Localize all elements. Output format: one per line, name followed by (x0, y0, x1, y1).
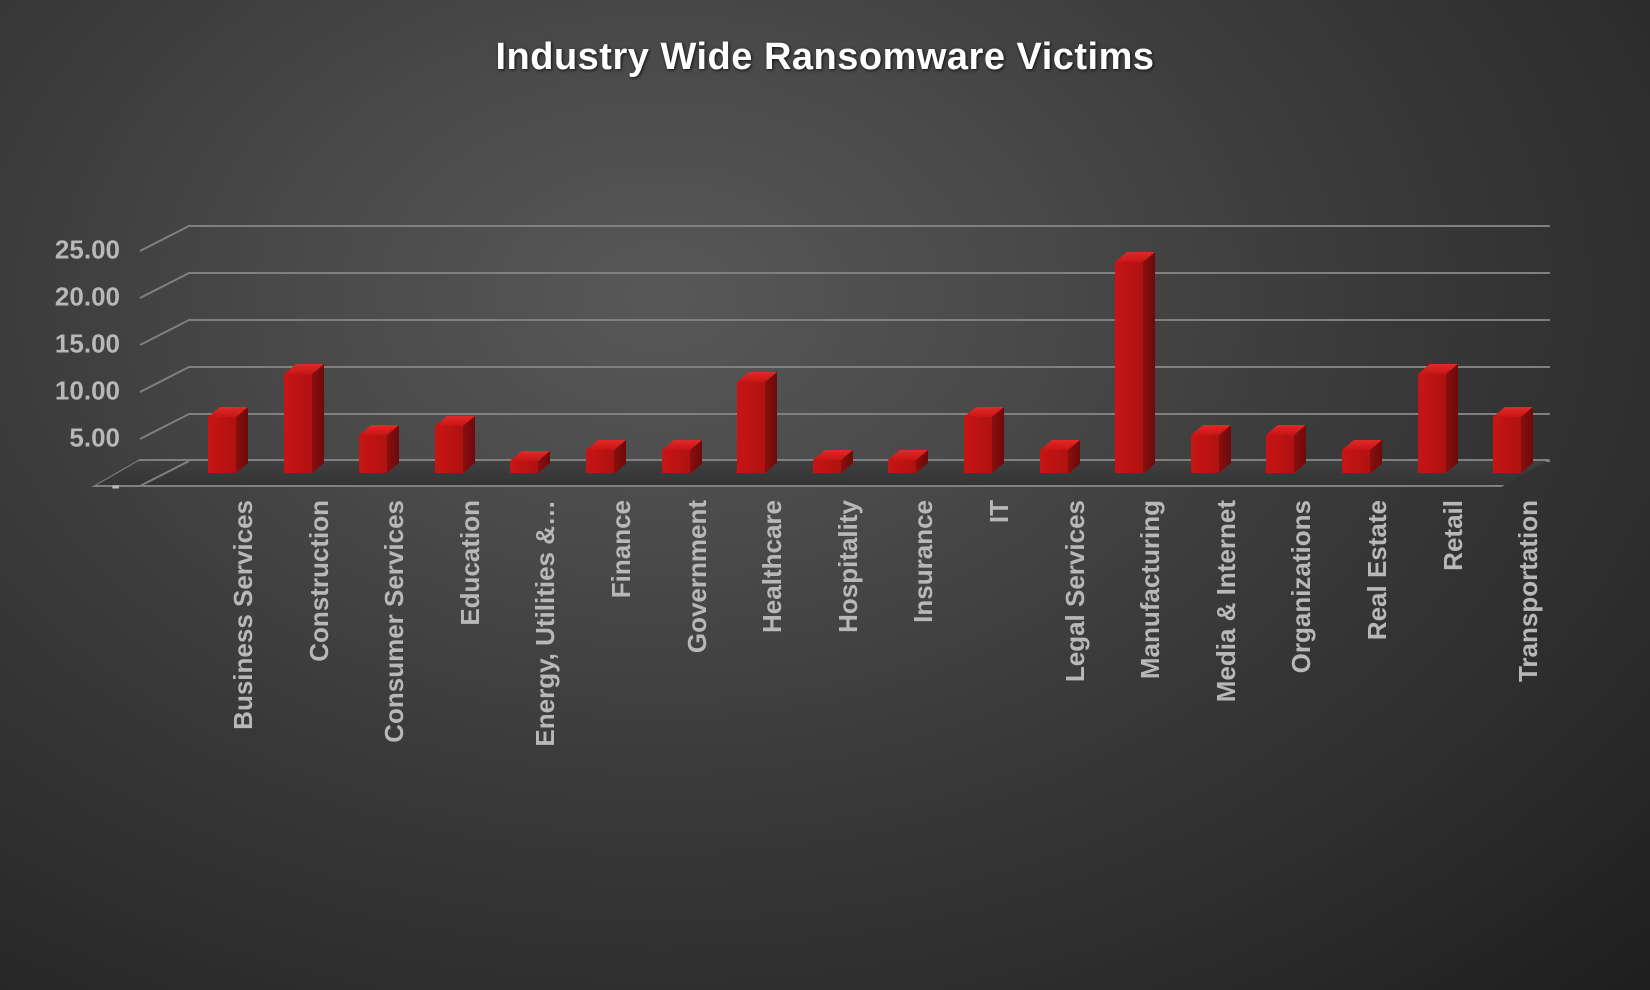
bar (208, 407, 248, 473)
x-axis-label: Construction (304, 500, 335, 662)
depth-connector (140, 413, 190, 440)
y-tick-label: 15.00 (0, 329, 120, 360)
bar-front (208, 417, 236, 473)
depth-connector (140, 272, 190, 299)
bar (1115, 252, 1155, 474)
plot-area: -5.0010.0015.0020.0025.00 (140, 225, 1550, 485)
depth-connector (140, 366, 190, 393)
bar (662, 440, 702, 474)
y-tick-label: 5.00 (0, 423, 120, 454)
bar-front (586, 450, 614, 474)
bar-front (1493, 417, 1521, 473)
x-axis-label: Insurance (908, 500, 939, 623)
bar (737, 372, 777, 473)
bar-front (359, 435, 387, 473)
bar-front (1191, 435, 1219, 473)
bar (888, 450, 928, 473)
x-axis-label: Media & Internet (1211, 500, 1242, 702)
depth-connector (140, 225, 190, 252)
bar-front (964, 417, 992, 473)
bar-front (1266, 435, 1294, 473)
bar (1493, 407, 1533, 473)
bar-front (1115, 262, 1143, 474)
bar-front (662, 450, 690, 474)
chart-title: Industry Wide Ransomware Victims (0, 36, 1650, 79)
x-axis-label: Business Services (228, 500, 259, 730)
x-axis-label: Healthcare (757, 500, 788, 633)
x-axis-label: Government (682, 500, 713, 653)
bar (813, 450, 853, 473)
bar-front (1040, 450, 1068, 474)
bar (586, 440, 626, 474)
bar-side (1143, 251, 1155, 473)
bars-container (188, 225, 1550, 485)
bar (1266, 425, 1306, 473)
bar (1040, 440, 1080, 474)
y-tick-label: - (0, 470, 120, 501)
bar-side (992, 407, 1004, 473)
bar-side (765, 372, 777, 473)
x-axis-label: IT (984, 500, 1015, 523)
depth-connector (140, 319, 190, 346)
y-tick-label: 25.00 (0, 235, 120, 266)
bar-side (236, 407, 248, 473)
x-axis-label: Education (455, 500, 486, 626)
x-axis-label: Retail (1438, 500, 1469, 571)
x-axis-label: Legal Services (1060, 500, 1091, 682)
bar-front (1342, 450, 1370, 474)
bar-side (312, 364, 324, 473)
bar-front (813, 460, 841, 473)
bar-front (888, 460, 916, 473)
y-tick-label: 10.00 (0, 376, 120, 407)
bar (1191, 425, 1231, 473)
x-axis-label: Manufacturing (1135, 500, 1166, 679)
bar (359, 425, 399, 473)
x-axis-label: Hospitality (833, 500, 864, 633)
bar-front (737, 382, 765, 473)
bar-front (510, 461, 538, 473)
bar (510, 451, 550, 473)
bar-side (1521, 407, 1533, 473)
bar (1342, 440, 1382, 474)
bar-front (284, 374, 312, 473)
x-axis-label: Real Estate (1362, 500, 1393, 640)
x-axis-label: Energy, Utilities &… (530, 500, 561, 747)
bar (435, 416, 475, 473)
x-axis-label: Finance (606, 500, 637, 598)
bar (964, 407, 1004, 473)
bar (284, 364, 324, 473)
bar-front (1418, 374, 1446, 473)
x-axis-label: Consumer Services (379, 500, 410, 743)
x-axis-label: Transportation (1513, 500, 1544, 682)
bar (1418, 364, 1458, 473)
bar-front (435, 426, 463, 473)
x-axis-label: Organizations (1286, 500, 1317, 673)
y-tick-label: 20.00 (0, 282, 120, 313)
bar-side (1446, 364, 1458, 473)
